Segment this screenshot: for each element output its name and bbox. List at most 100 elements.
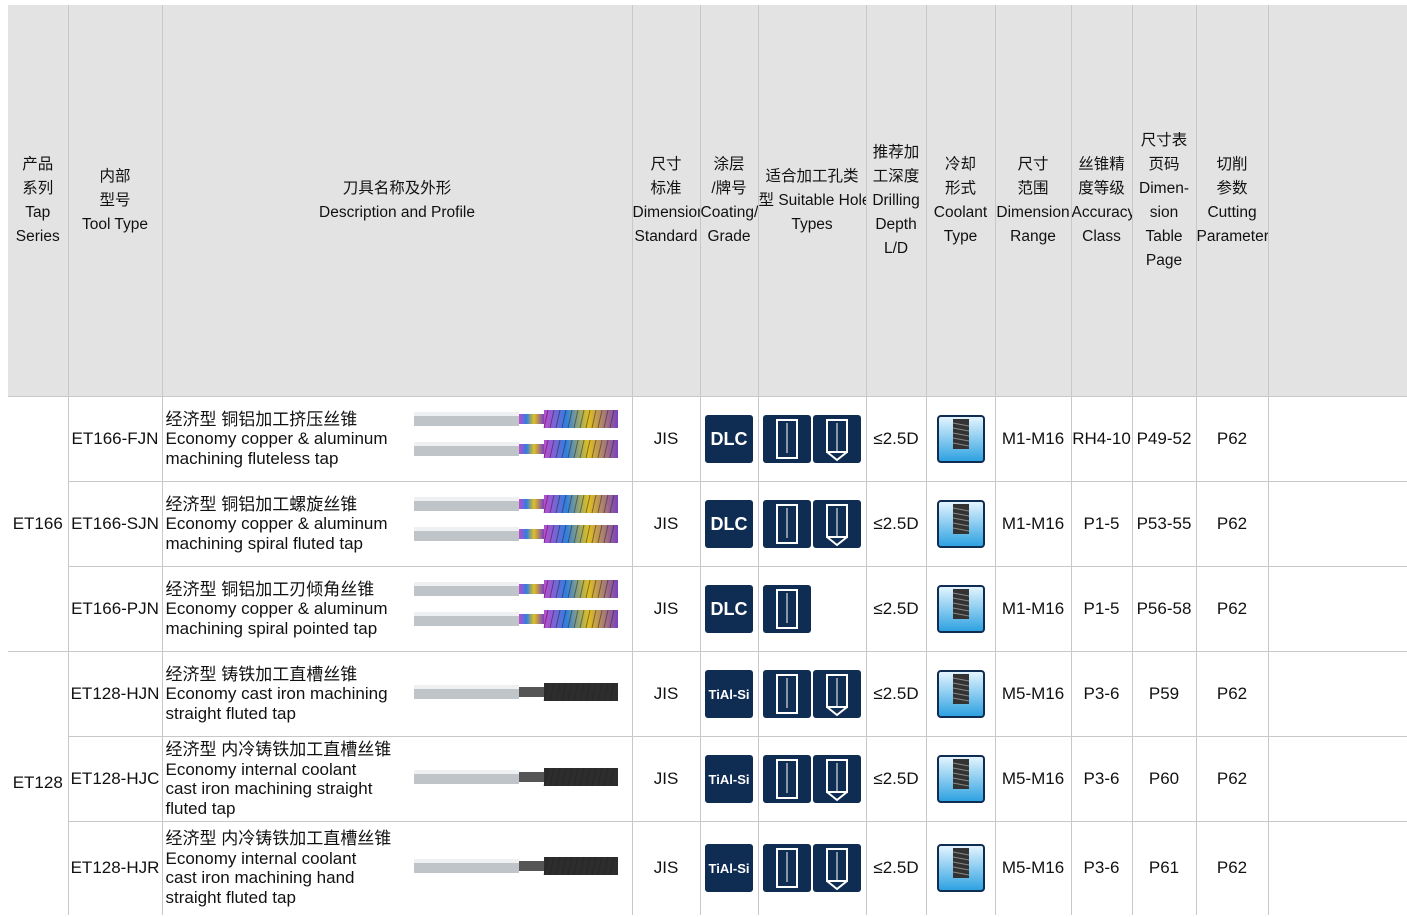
header-text: 工深度 xyxy=(872,167,920,185)
description-line: machining spiral fluted tap xyxy=(165,533,364,553)
tap-profile xyxy=(413,409,618,458)
coating-cell: DLC xyxy=(699,396,759,482)
header-text: Class xyxy=(1082,227,1121,245)
empty-cell xyxy=(1267,396,1407,482)
description-line: cast iron machining hand xyxy=(165,868,355,888)
header-text: Dimension xyxy=(996,203,1070,221)
description-line: 经济型 内冷铸铁加工直槽丝锥 xyxy=(165,740,392,759)
depth: ≤2.5D xyxy=(865,566,927,652)
description-line: Economy cast iron machining xyxy=(165,684,388,704)
description-line: 经济型 铜铝加工刃倾角丝锥 xyxy=(165,579,375,599)
hole-type-icon xyxy=(812,844,861,893)
header-text: Coating/ xyxy=(700,203,759,221)
tap-profile xyxy=(413,494,618,543)
coating-badge: TiAl-Si xyxy=(705,844,754,893)
coating-badge: DLC xyxy=(705,500,754,548)
coating-badge: DLC xyxy=(705,415,754,463)
header-text: Table xyxy=(1145,227,1183,245)
cutting-parameters: P62 xyxy=(1195,566,1269,652)
standard: JIS xyxy=(631,736,701,822)
header-text: Tap xyxy=(25,203,51,221)
header-text: sion xyxy=(1149,203,1179,221)
header-cell: 冷却 形式 Coolant Type xyxy=(925,5,996,397)
hole-types xyxy=(757,821,867,915)
header-text: 涂层 xyxy=(713,155,745,173)
header-text: Description and Profile xyxy=(319,203,475,221)
standard: JIS xyxy=(631,396,701,482)
cutting-parameters: P62 xyxy=(1195,481,1269,567)
accuracy-class: P1-5 xyxy=(1070,481,1133,567)
tool-image xyxy=(400,396,633,482)
depth: ≤2.5D xyxy=(865,481,927,567)
accuracy-class: P3-6 xyxy=(1070,651,1133,737)
header-text: 型号 xyxy=(99,191,131,209)
table-page: P49-52 xyxy=(1131,396,1197,482)
hole-type-icon xyxy=(762,755,811,803)
dimension-range: M5-M16 xyxy=(994,736,1072,822)
header-text: L/D xyxy=(883,239,909,257)
header-cell xyxy=(1267,5,1407,397)
coating-badge: DLC xyxy=(705,585,754,633)
tool-image xyxy=(400,566,633,652)
table-row: ET128 ET128-HJN 经济型 铸铁加工直槽丝锥 Economy cast i… xyxy=(8,651,1407,915)
table-body: ET166 ET166-FJN 经济型 铜铝加工挤压丝锥 Economy copper… xyxy=(8,396,1407,915)
header-text: Depth xyxy=(875,215,917,233)
header-cell: 内部 型号 Tool Type xyxy=(67,5,162,397)
header-text: 尺寸表 xyxy=(1140,131,1188,149)
description-line: Economy copper & aluminum xyxy=(165,514,388,534)
empty-cell xyxy=(1267,821,1407,915)
table-row: ET128-HJR 经济型 内冷铸铁加工直槽丝锥 Economy internal … xyxy=(8,821,1407,915)
table-row: ET166-SJN 经济型 铜铝加工螺旋丝锥 Economy copper & al… xyxy=(8,481,1407,567)
tool-image xyxy=(400,481,633,567)
description-line: Economy internal coolant xyxy=(165,848,357,868)
tool-image xyxy=(400,821,633,915)
coolant-icon xyxy=(936,415,985,463)
header-text: Page xyxy=(1145,251,1183,269)
coating-cell: DLC xyxy=(699,481,759,567)
coolant-type xyxy=(925,396,996,482)
header-row: 产品 系列 Tap Series 内部 型号 Tool Type 刀具名称及外形 Descrip… xyxy=(8,5,1407,397)
tap-profile xyxy=(413,767,618,786)
coolant-icon xyxy=(936,755,985,803)
coolant-icon xyxy=(936,500,985,548)
header-text: Cutting xyxy=(1207,203,1257,221)
header-cell: 尺寸 范围 Dimension Range xyxy=(994,5,1072,397)
header-cell: 推荐加 工深度 Drilling Depth L/D xyxy=(865,5,927,397)
cutting-parameters: P62 xyxy=(1195,821,1269,915)
header-text: 参数 xyxy=(1216,179,1248,197)
header-text: Standard xyxy=(634,227,698,245)
hole-type-icon xyxy=(812,415,861,463)
coolant-icon xyxy=(936,670,985,718)
header-text: Type xyxy=(943,227,978,245)
header-cell: 适合加工孔类型 Suitable Hole Types xyxy=(757,5,867,397)
header-cell: 尺寸表 页码 Dimen-sion Table Page xyxy=(1131,5,1197,397)
header-text: 适合加工孔类 xyxy=(765,167,859,185)
hole-types xyxy=(757,736,867,822)
standard: JIS xyxy=(631,651,701,737)
coating-cell: TiAl-Si xyxy=(699,821,759,915)
hole-type-icon xyxy=(812,755,861,803)
tool-image xyxy=(400,651,633,737)
header-text: Drilling xyxy=(872,191,920,209)
header-text: 形式 xyxy=(945,179,977,197)
description: 经济型 铜铝加工挤压丝锥 Economy copper & aluminum mac… xyxy=(161,396,400,482)
header-text: 切削 xyxy=(1216,155,1248,173)
header-text: Tool Type xyxy=(81,215,149,233)
header-cell: 产品 系列 Tap Series xyxy=(8,5,68,397)
tool-type: ET166-FJN xyxy=(67,396,162,482)
tool-type: ET128-HJC xyxy=(67,736,162,822)
tap-profile xyxy=(413,856,618,875)
header-text: 产品 xyxy=(22,155,54,173)
header-text: 系列 xyxy=(22,179,54,197)
table-page: P56-58 xyxy=(1131,566,1197,652)
header-cell: 丝锥精 度等级 Accuracy Class xyxy=(1070,5,1133,397)
table-row: ET166-PJN 经济型 铜铝加工刃倾角丝锥 Economy copper & a… xyxy=(8,566,1407,652)
series-cell: ET166 xyxy=(8,396,68,652)
description: 经济型 铜铝加工螺旋丝锥 Economy copper & aluminum mac… xyxy=(161,481,400,567)
depth: ≤2.5D xyxy=(865,736,927,822)
cutting-parameters: P62 xyxy=(1195,736,1269,822)
standard: JIS xyxy=(631,821,701,915)
hole-types xyxy=(757,566,867,652)
hole-type-icon xyxy=(762,415,811,463)
